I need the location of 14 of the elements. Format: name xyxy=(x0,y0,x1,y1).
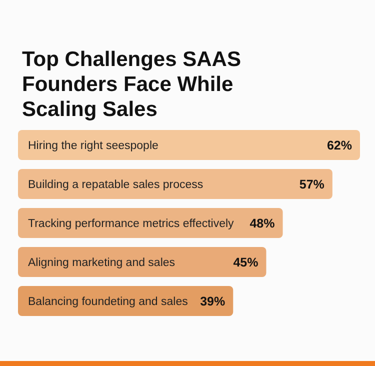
bar xyxy=(18,247,266,277)
bar xyxy=(18,130,360,160)
data-label: 62% xyxy=(326,138,352,152)
data-label: 45% xyxy=(233,256,258,270)
bar xyxy=(18,169,332,199)
y-tick-label: Building a repatable sales process xyxy=(28,179,204,191)
y-tick-label: Balancing foundeting and sales xyxy=(28,296,188,308)
data-label: 39% xyxy=(200,294,226,308)
y-tick-label: Tracking performance metrics effectively xyxy=(28,218,234,230)
data-label: 57% xyxy=(299,178,324,192)
y-tick-label: Aligning marketing and sales xyxy=(28,257,176,269)
chart-title: Top Challenges SAAS Founders Face While Scaling Sales xyxy=(22,48,241,121)
y-tick-label: Hiring the right seespople xyxy=(28,140,158,152)
data-label: 48% xyxy=(250,216,275,230)
